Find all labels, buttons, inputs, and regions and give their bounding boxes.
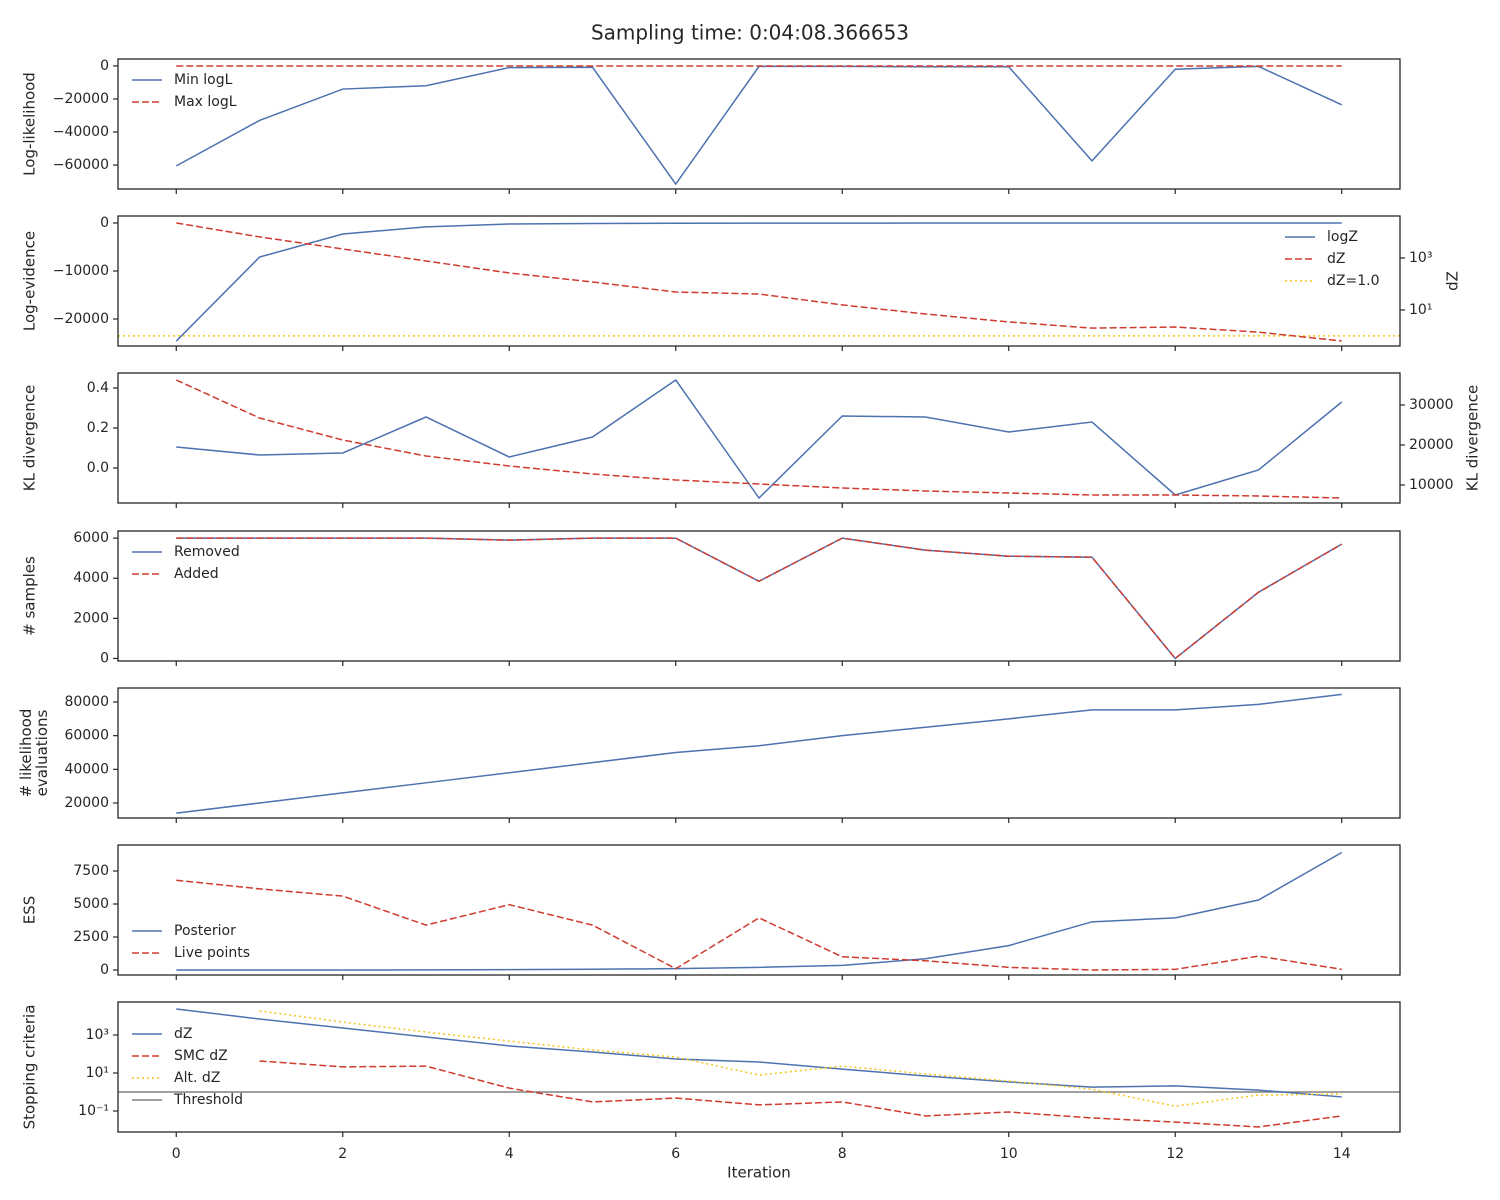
x-tick-label: 10 — [1000, 1146, 1018, 1162]
legend-label: Live points — [174, 945, 250, 961]
y2-tick-label: 10¹ — [1409, 302, 1432, 318]
y2-tick-label: 20000 — [1409, 437, 1454, 453]
y-tick-label: −60000 — [53, 157, 109, 173]
y-tick-label: −10000 — [53, 263, 109, 279]
legend-label: Max logL — [174, 94, 237, 110]
y2-axis-label: dZ — [1444, 271, 1462, 291]
legend-label: dZ — [1327, 251, 1345, 267]
x-tick-label: 12 — [1166, 1146, 1184, 1162]
x-axis-label: Iteration — [727, 1164, 791, 1182]
series-line — [175, 222, 1342, 342]
legend-label: Alt. dZ — [174, 1070, 220, 1086]
series-line — [176, 378, 1343, 500]
axes-frame — [117, 372, 1401, 504]
y-tick-label: 0.2 — [87, 420, 109, 436]
y2-tick-label: 10³ — [1409, 250, 1432, 266]
series-line — [176, 537, 1343, 660]
y-tick-label: 2500 — [73, 929, 109, 945]
x-tick-label: 14 — [1333, 1146, 1351, 1162]
plot-area — [176, 537, 1343, 660]
y-tick-label: 0 — [100, 962, 109, 978]
series-line — [259, 1060, 1342, 1128]
x-tick-label: 8 — [838, 1146, 847, 1162]
y-axis-label: KL divergence — [21, 385, 39, 491]
y-tick-label: 4000 — [73, 570, 109, 586]
x-tick-label: 2 — [338, 1146, 347, 1162]
series-line — [176, 851, 1343, 971]
y-tick-label: −20000 — [53, 91, 109, 107]
plot-area — [118, 1008, 1400, 1128]
axes-frame — [117, 844, 1401, 976]
series-line — [176, 693, 1342, 814]
y-tick-label: 20000 — [64, 795, 109, 811]
legend: Removed Added — [132, 544, 240, 582]
y-tick-label: −20000 — [53, 311, 109, 327]
legend-label: Removed — [174, 544, 240, 560]
y-tick-label: 60000 — [64, 728, 109, 744]
x-tick-label: 4 — [505, 1146, 514, 1162]
legend-label: Threshold — [173, 1092, 243, 1108]
legend-label: dZ — [174, 1026, 192, 1042]
plot-area — [176, 851, 1343, 971]
y-tick-label: −40000 — [53, 124, 109, 140]
x-tick-label: 0 — [172, 1146, 181, 1162]
series-line — [259, 1010, 1342, 1107]
legend-label: logZ — [1327, 229, 1358, 245]
y-axis-label: # likelihoodevaluations — [17, 709, 51, 798]
y-tick-label: 10⁻¹ — [78, 1103, 109, 1119]
y-tick-label: 10¹ — [86, 1065, 109, 1081]
axes-frame — [117, 687, 1401, 819]
legend: logZ dZ dZ=1.0 — [1285, 229, 1379, 289]
y-axis-label: Log-evidence — [21, 231, 39, 331]
y-tick-label: 5000 — [73, 896, 109, 912]
y-tick-label: 80000 — [64, 694, 109, 710]
y-axis-label-line: evaluations — [33, 709, 51, 796]
plot-area — [175, 65, 1343, 186]
legend-label: Posterior — [174, 923, 236, 939]
x-tick-label: 6 — [671, 1146, 680, 1162]
y-tick-label: 40000 — [64, 761, 109, 777]
y-tick-label: 0 — [100, 650, 109, 666]
y2-axis-label: KL divergence — [1464, 385, 1482, 491]
axes-frame — [117, 215, 1401, 347]
figure-title: Sampling time: 0:04:08.366653 — [591, 21, 909, 45]
axes-frame — [117, 1001, 1401, 1133]
y-tick-label: 7500 — [73, 863, 109, 879]
series-line — [176, 879, 1342, 971]
series-line — [176, 222, 1342, 342]
legend-label: dZ=1.0 — [1327, 273, 1379, 289]
y2-tick-label: 10000 — [1409, 477, 1454, 493]
legend: Posterior Live points — [132, 923, 250, 961]
y-axis-label: ESS — [21, 896, 39, 925]
plot-area — [118, 222, 1400, 342]
y-axis-label: Log-likelihood — [21, 72, 39, 176]
y-tick-label: 2000 — [73, 610, 109, 626]
y-axis-label-line: # likelihood — [17, 709, 35, 798]
y-tick-label: 10³ — [86, 1027, 109, 1043]
y2-tick-label: 30000 — [1409, 397, 1454, 413]
legend-label: SMC dZ — [174, 1048, 228, 1064]
axes-frame — [117, 530, 1401, 662]
y-tick-label: 6000 — [73, 530, 109, 546]
legend-label: Added — [174, 566, 219, 582]
legend: Min logL Max logL — [132, 72, 237, 110]
plot-area — [176, 693, 1342, 814]
axes-frame — [117, 58, 1401, 190]
y-axis-label: # samples — [21, 556, 39, 636]
y-tick-label: 0.4 — [87, 380, 109, 396]
legend-label: Min logL — [174, 72, 233, 88]
plot-area — [175, 378, 1343, 500]
y-tick-label: 0.0 — [87, 460, 109, 476]
series-line — [175, 379, 1342, 499]
y-axis-label: Stopping criteria — [21, 1005, 39, 1130]
y-tick-label: 0 — [100, 215, 109, 231]
legend: dZ SMC dZ Alt. dZ Threshold — [132, 1026, 243, 1108]
series-line — [176, 1008, 1342, 1098]
y-tick-label: 0 — [100, 58, 109, 74]
